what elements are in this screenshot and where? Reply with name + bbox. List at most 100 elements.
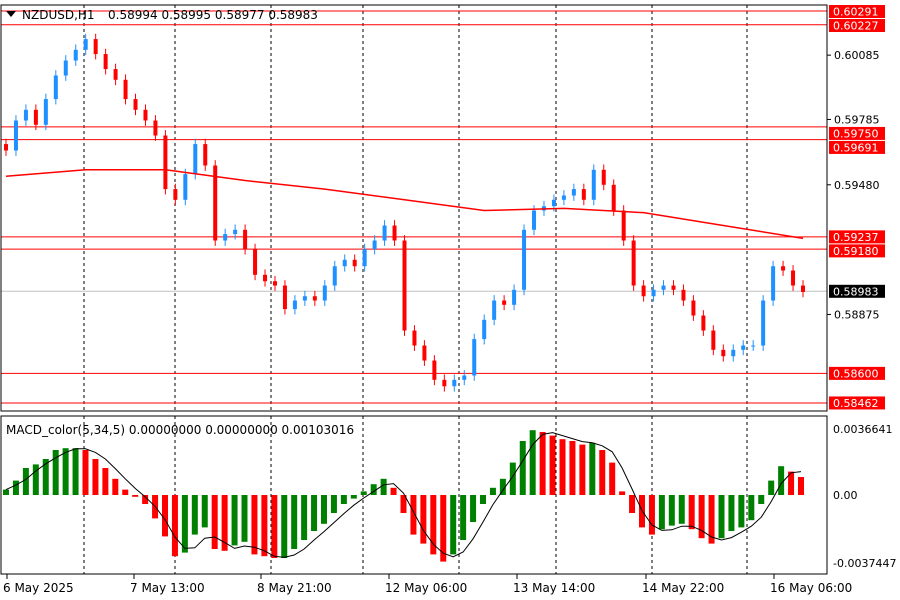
symbol-label: NZDUSD,H1 — [22, 8, 95, 22]
time-label: 14 May 22:00 — [642, 581, 724, 595]
candle-body — [641, 285, 646, 297]
macd-bar — [22, 468, 29, 495]
macd-bar — [171, 495, 178, 557]
macd-bar — [92, 459, 99, 495]
candle-body — [272, 281, 277, 286]
candle-body — [591, 169, 596, 200]
candle-body — [103, 54, 108, 70]
macd-bar — [519, 441, 526, 495]
macd-bar — [3, 489, 9, 495]
candle-body — [482, 319, 487, 340]
candle-body — [243, 229, 248, 250]
macd-bar — [291, 495, 298, 549]
candle-body — [23, 109, 28, 121]
candle-body — [791, 270, 796, 286]
candle-body — [33, 109, 38, 125]
macd-bar — [390, 487, 397, 495]
macd-bar — [529, 430, 536, 495]
macd-bar — [62, 448, 69, 495]
candle-body — [93, 39, 98, 55]
macd-bar — [589, 442, 596, 495]
macd-bar — [460, 495, 467, 540]
candle-body — [282, 285, 287, 310]
macd-bar — [549, 435, 556, 495]
macd-bar — [499, 478, 506, 495]
candle-body — [163, 135, 168, 190]
candle-body — [63, 60, 68, 76]
macd-bar — [738, 495, 745, 528]
macd-bar — [698, 495, 705, 539]
time-label: 8 May 21:00 — [257, 581, 332, 595]
candle-body — [83, 39, 88, 50]
macd-bar — [380, 478, 387, 495]
collapse-triangle-icon[interactable] — [6, 11, 16, 17]
candle-body — [173, 189, 178, 200]
macd-bar — [758, 495, 765, 504]
macd-bar — [619, 491, 626, 495]
macd-bar — [42, 459, 49, 495]
level-price-tag — [829, 19, 885, 32]
macd-bar — [340, 495, 347, 504]
candles — [4, 33, 805, 392]
candle-body — [801, 285, 805, 292]
candle-body — [661, 285, 666, 290]
candle-body — [551, 199, 556, 207]
macd-bar — [132, 495, 139, 497]
macd-bar — [52, 450, 59, 495]
candle-body — [302, 296, 307, 301]
candle-body — [581, 189, 586, 200]
candle-body — [462, 375, 467, 380]
macd-bar — [142, 495, 149, 504]
macd-bar — [609, 462, 616, 495]
macd-bar — [122, 489, 129, 495]
macd-bar — [798, 477, 804, 495]
candle-body — [73, 49, 78, 61]
level-price-label: 0.60291 — [833, 6, 879, 19]
ohlc-values: 0.58994 0.58995 0.58977 0.58983 — [108, 8, 318, 22]
macd-bar — [400, 495, 407, 513]
candle-body — [233, 229, 238, 235]
candle-body — [312, 296, 317, 301]
macd-bar — [658, 495, 665, 530]
macd-bar — [569, 441, 576, 495]
macd-bar — [301, 495, 308, 540]
candle-body — [342, 259, 347, 267]
candle-body — [352, 259, 357, 267]
macd-bar — [539, 432, 546, 495]
candle-body — [392, 225, 397, 241]
candle-body — [43, 99, 48, 125]
macd-bar — [251, 495, 258, 555]
macd-bar — [509, 462, 516, 495]
level-price-label: 0.59237 — [833, 231, 879, 244]
candle-body — [442, 379, 447, 387]
macd-bar — [32, 464, 39, 495]
macd-bar — [788, 471, 795, 495]
candle-body — [143, 109, 148, 121]
macd-bar — [579, 444, 586, 495]
candle-body — [532, 210, 537, 230]
candle-body — [402, 240, 407, 331]
macd-bar — [102, 468, 109, 495]
macd-bar — [261, 495, 268, 557]
candle-body — [522, 229, 527, 290]
macd-bar — [231, 495, 238, 546]
macd-bar — [211, 495, 218, 549]
macd-bar — [648, 495, 655, 535]
macd-bar — [678, 495, 685, 524]
macd-bar — [748, 495, 755, 521]
time-label: 6 May 2025 — [3, 581, 74, 595]
macd-bar — [629, 495, 636, 513]
candle-body — [781, 266, 786, 271]
level-price-tag — [829, 230, 885, 244]
candle-body — [263, 274, 268, 282]
candle-body — [412, 330, 417, 346]
macd-bar — [778, 466, 785, 495]
macd-bar — [728, 495, 735, 531]
candle-body — [322, 285, 327, 301]
macd-bar — [480, 495, 486, 504]
candle-body — [4, 144, 8, 151]
level-price-tag — [829, 366, 885, 380]
macd-bar — [350, 495, 357, 499]
